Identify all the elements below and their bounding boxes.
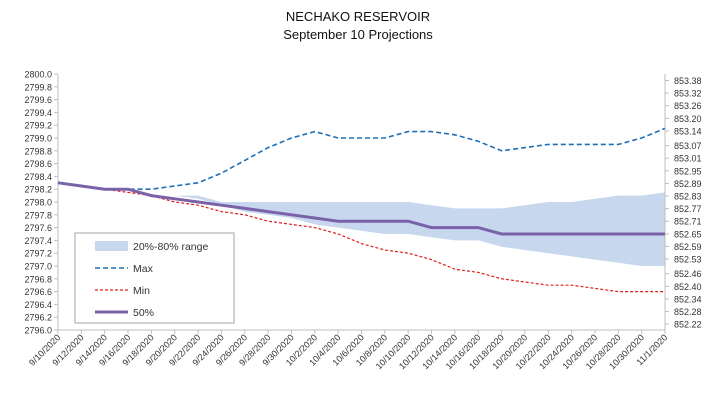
legend-box xyxy=(74,232,235,324)
y-tick-label: 2796.6 xyxy=(24,287,52,297)
y-tick-label: 2798.4 xyxy=(24,172,52,182)
y2-tick-label: 853.01 xyxy=(674,154,702,164)
y2-tick-label: 852.77 xyxy=(674,204,702,214)
y-tick-label: 2799.8 xyxy=(24,82,52,92)
y2-tick-label: 852.22 xyxy=(674,320,702,330)
y2-tick-label: 853.20 xyxy=(674,114,702,124)
y2-tick-label: 852.34 xyxy=(674,294,702,304)
legend-label: Min xyxy=(133,285,150,297)
y-tick-label: 2796.8 xyxy=(24,274,52,284)
y-tick-label: 2796.0 xyxy=(24,326,52,336)
y2-tick-label: 852.95 xyxy=(674,166,702,176)
legend-label: 20%-80% range xyxy=(133,241,208,253)
y2-tick-label: 853.14 xyxy=(674,126,702,136)
chart-title: NECHAKO RESERVOIR xyxy=(285,9,431,24)
series-line-50- xyxy=(57,181,665,236)
chart-subtitle: September 10 Projections xyxy=(283,27,433,42)
y-tick-label: 2796.4 xyxy=(24,300,52,310)
y2-tick-label: 852.83 xyxy=(674,192,702,202)
legend-label: Max xyxy=(133,263,154,275)
y2-tick-label: 853.38 xyxy=(674,76,702,86)
legend-label: 50% xyxy=(133,307,154,319)
y2-tick-label: 852.28 xyxy=(674,307,702,317)
y-tick-label: 2797.0 xyxy=(24,262,52,272)
y2-tick-label: 852.71 xyxy=(674,217,702,227)
y2-tick-label: 852.59 xyxy=(674,242,702,252)
y-tick-label: 2799.4 xyxy=(24,108,52,118)
series-band-20-80 xyxy=(58,182,665,266)
y-tick-label: 2797.8 xyxy=(24,210,52,220)
y-tick-label: 2798.6 xyxy=(24,159,52,169)
y-tick-label: 2796.2 xyxy=(24,313,52,323)
y2-tick-label: 852.40 xyxy=(674,282,702,292)
y-tick-label: 2799.0 xyxy=(24,134,52,144)
legend-swatch xyxy=(95,241,128,251)
y2-tick-label: 852.65 xyxy=(674,229,702,239)
y-tick-label: 2798.2 xyxy=(24,185,52,195)
y-tick-label: 2798.8 xyxy=(24,146,52,156)
y-tick-label: 2799.6 xyxy=(24,95,52,105)
y2-tick-label: 852.89 xyxy=(674,179,702,189)
y2-tick-label: 852.46 xyxy=(674,269,702,279)
y-tick-label: 2800.0 xyxy=(24,70,52,80)
y-tick-label: 2798.0 xyxy=(24,198,52,208)
y2-tick-label: 853.07 xyxy=(674,141,702,151)
y-tick-label: 2797.4 xyxy=(24,236,52,246)
series-line-max xyxy=(57,127,666,190)
y-tick-label: 2797.2 xyxy=(24,249,52,259)
y2-tick-label: 852.53 xyxy=(674,255,702,265)
y-tick-label: 2797.6 xyxy=(24,223,52,233)
y2-tick-label: 853.32 xyxy=(674,89,702,99)
y-tick-label: 2799.2 xyxy=(24,121,52,131)
y2-tick-label: 853.26 xyxy=(674,101,702,111)
